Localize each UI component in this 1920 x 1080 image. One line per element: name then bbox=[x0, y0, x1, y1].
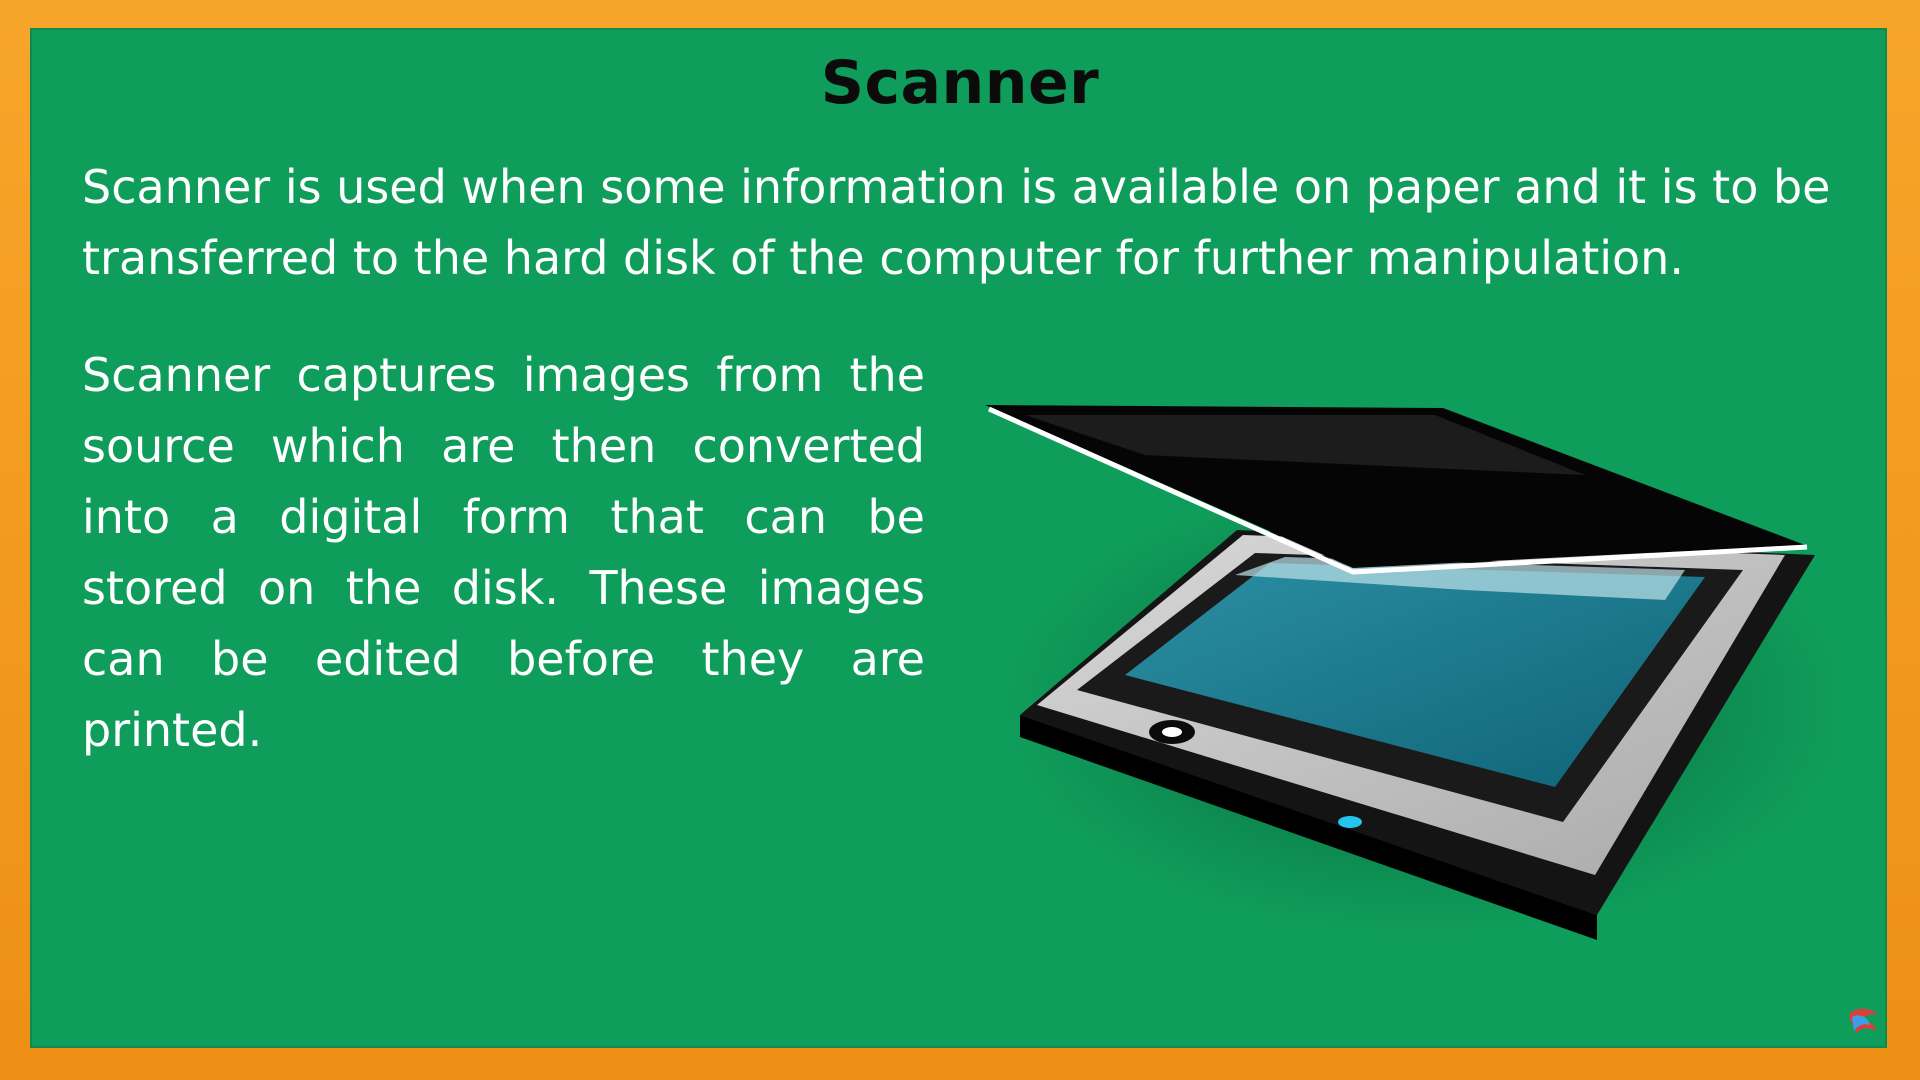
channel-logo-icon bbox=[1849, 1008, 1878, 1033]
intro-paragraph: Scanner is used when some information is… bbox=[82, 160, 1831, 285]
slide-title: Scanner bbox=[820, 48, 1100, 118]
flatbed-scanner-icon bbox=[985, 405, 1835, 940]
description-paragraph: Scanner captures images from the source … bbox=[82, 348, 925, 757]
